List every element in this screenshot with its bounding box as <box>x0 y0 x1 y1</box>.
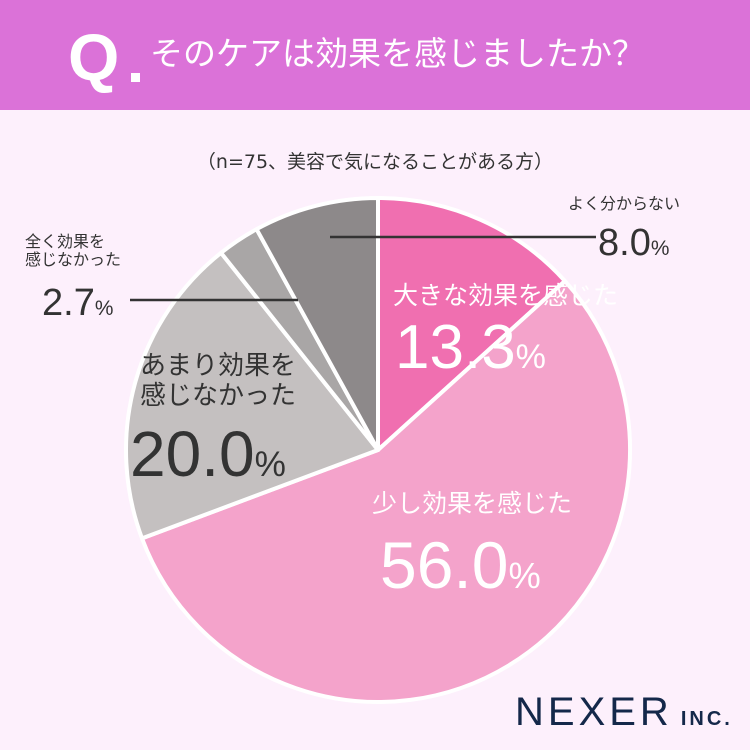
pie-slice-0 <box>376 196 567 452</box>
pie-slice-4 <box>254 196 380 452</box>
slice-value-3: 2.7% <box>42 282 114 324</box>
pie-slice-2 <box>124 250 380 541</box>
question-title: そのケアは効果を感じましたか？ <box>150 34 645 73</box>
slice-label-4: よく分からない <box>568 194 681 213</box>
q-mark: Q <box>68 20 120 94</box>
question-header <box>0 0 750 110</box>
pie-slice-1 <box>139 278 632 704</box>
slice-value-0: 13.3% <box>395 313 546 382</box>
slice-label-1: 少し効果を感じた <box>372 489 573 518</box>
slice-value-4: 8.0% <box>598 222 670 264</box>
q-dot <box>131 73 140 82</box>
sample-note: （n=75、美容で気になることがある方） <box>196 151 554 173</box>
slice-value-2: 20.0% <box>130 418 286 490</box>
slice-value-1: 56.0% <box>380 528 541 602</box>
slice-label-0: 大きな効果を感じた <box>393 281 619 310</box>
nexer-logo: NEXER INC. <box>515 690 733 734</box>
slice-label-3: 全く効果を 感じなかった <box>25 232 122 270</box>
slice-label-2: あまり効果を 感じなかった <box>140 351 297 411</box>
